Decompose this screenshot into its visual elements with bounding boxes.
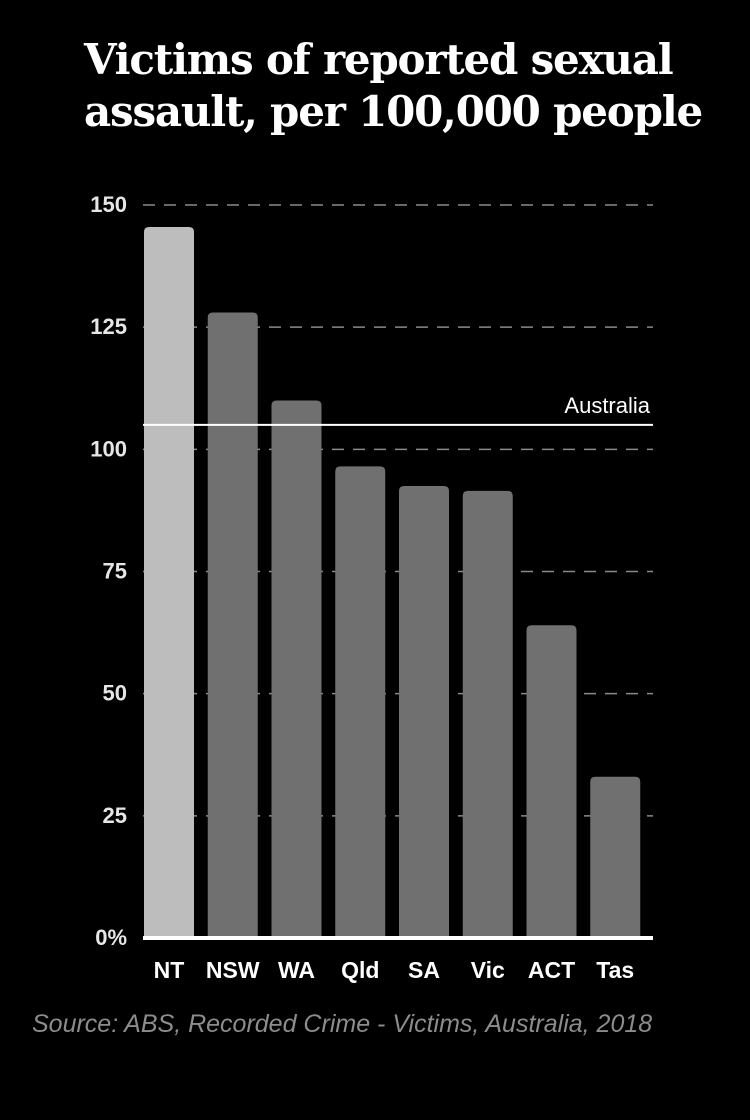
bar-vic [462, 490, 513, 938]
y-tick-label: 125 [90, 314, 127, 339]
x-axis-ticks: NT NSW WA Qld SA Vic ACT Tas [154, 957, 635, 983]
source-note: Source: ABS, Recorded Crime - Victims, A… [32, 1010, 653, 1038]
bar-nt [144, 226, 194, 939]
bars [143, 226, 653, 940]
y-axis-ticks: 0% 25 50 75 100 125 150 [90, 192, 127, 950]
y-tick-label: 150 [90, 192, 127, 217]
y-tick-label: 50 [103, 681, 127, 706]
bar-nsw [207, 312, 258, 938]
y-tick-label: 25 [103, 803, 127, 828]
reference-line-label: Australia [564, 393, 650, 418]
bar-chart: 0% 25 50 75 100 125 150 Australia NT NSW WA Qld SA… [90, 192, 653, 983]
x-tick-label: NSW [206, 957, 260, 983]
x-tick-label: Vic [471, 957, 505, 983]
x-tick-label: WA [278, 957, 315, 983]
y-tick-label: 75 [103, 559, 127, 584]
bar-act [526, 625, 577, 938]
x-tick-label: NT [154, 957, 185, 983]
x-tick-label: ACT [528, 957, 575, 983]
reference-line-group: Australia [143, 393, 653, 426]
y-tick-label: 0% [95, 925, 127, 950]
bar-wa [271, 400, 322, 938]
x-tick-label: Qld [341, 957, 379, 983]
y-tick-label: 100 [90, 436, 127, 461]
bar-qld [335, 466, 386, 938]
bar-sa [399, 485, 449, 938]
x-tick-label: Tas [596, 957, 634, 983]
bar-tas [590, 776, 641, 938]
chart-title: Victims of reported sexual assault, per … [84, 35, 703, 136]
x-tick-label: SA [408, 957, 440, 983]
